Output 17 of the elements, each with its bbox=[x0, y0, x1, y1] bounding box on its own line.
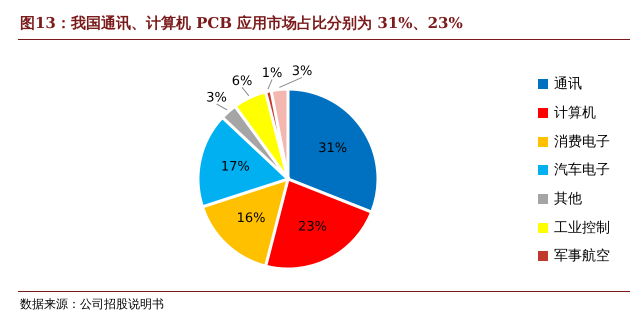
data-label: 1% bbox=[262, 66, 282, 82]
legend-label: 军事航空 bbox=[554, 247, 610, 266]
data-label: 6% bbox=[232, 74, 252, 89]
chart-title: 图13：我国通讯、计算机 PCB 应用市场占比分别为 31%、23% bbox=[20, 14, 463, 33]
data-label: 17% bbox=[220, 160, 250, 175]
legend-label: 消费电子 bbox=[554, 132, 610, 151]
legend-label: 计算机 bbox=[554, 104, 596, 122]
legend-label: 汽车电子 bbox=[554, 161, 610, 180]
legend-label: 工业控制 bbox=[554, 218, 610, 237]
data-label: 3% bbox=[292, 64, 312, 79]
data-label: 3% bbox=[206, 90, 227, 106]
data-label: 16% bbox=[236, 210, 266, 226]
data-label: 31% bbox=[318, 141, 348, 156]
legend-label: 通讯 bbox=[554, 75, 582, 94]
legend-label: 其他 bbox=[554, 190, 582, 208]
data-label: 23% bbox=[298, 220, 327, 235]
source-note: 数据来源：公司招股说明书 bbox=[20, 296, 164, 313]
